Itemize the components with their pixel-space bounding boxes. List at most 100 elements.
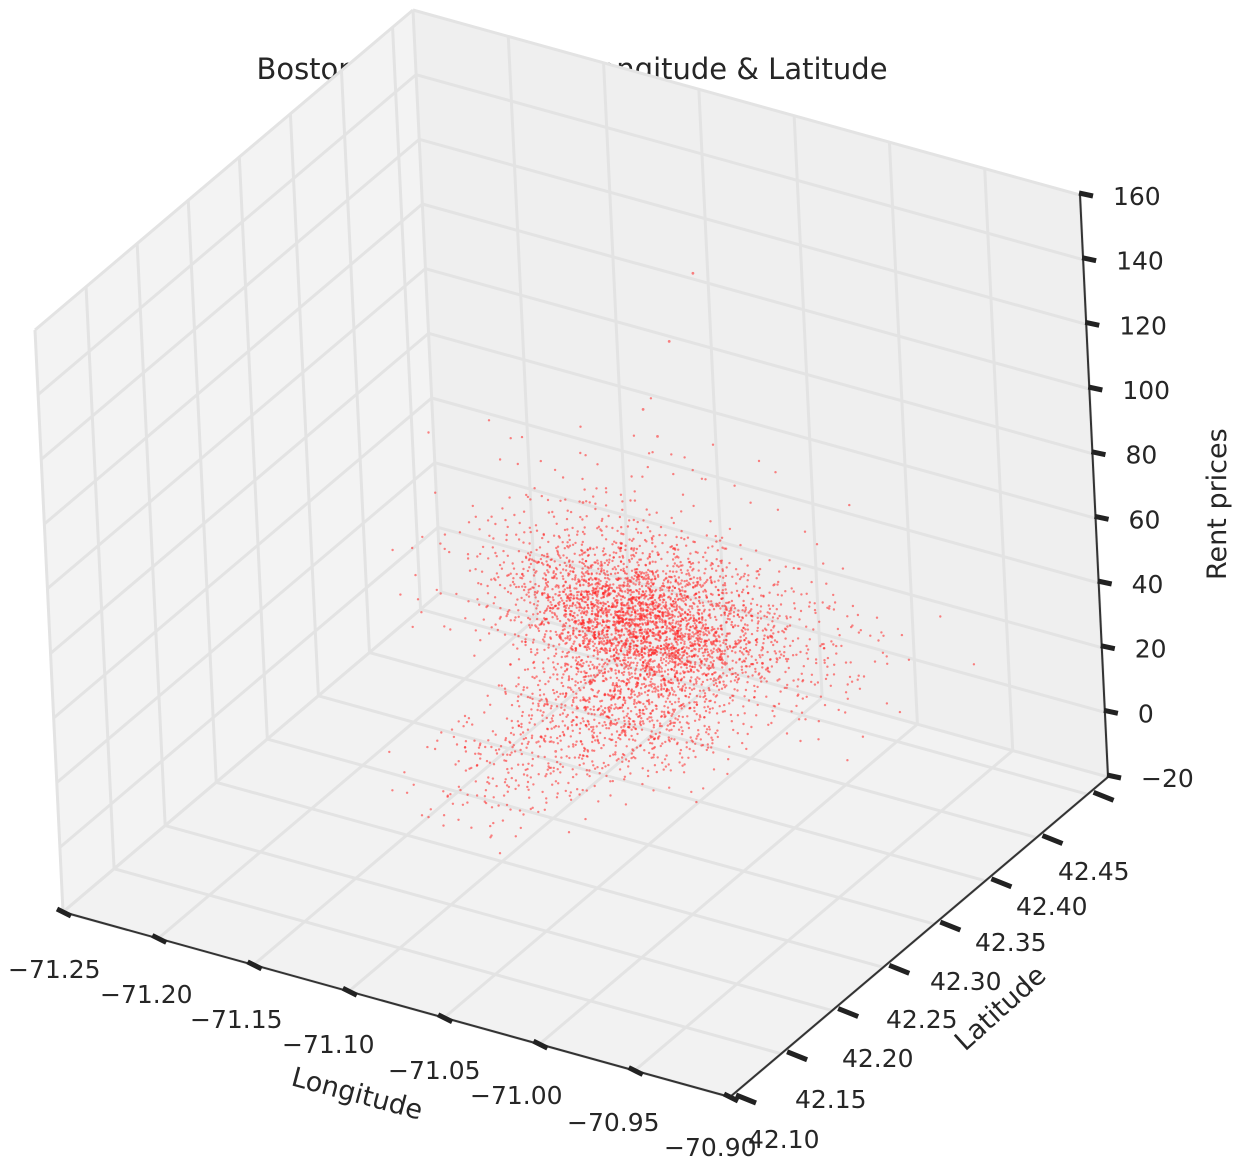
scatter-point (545, 629, 548, 633)
scatter-point (695, 701, 698, 704)
scatter-point (547, 511, 551, 514)
scatter-point (659, 648, 663, 651)
scatter-point (646, 557, 649, 560)
scatter-point (674, 655, 678, 658)
scatter-point (745, 747, 748, 751)
scatter-point (635, 681, 639, 684)
scatter-point (540, 698, 543, 701)
scatter-point (678, 635, 682, 638)
scatter-point (560, 706, 563, 709)
scatter-point (672, 710, 676, 713)
scatter-point (593, 635, 596, 639)
scatter-point (788, 624, 792, 627)
scatter-point (566, 727, 569, 731)
scatter-point (669, 581, 672, 584)
scatter-point (756, 612, 760, 615)
scatter-point (495, 784, 498, 788)
scatter-point (654, 588, 658, 592)
scatter-point (670, 737, 673, 740)
scatter-point (553, 692, 556, 695)
scatter-point (576, 597, 579, 600)
scatter-point (476, 763, 479, 767)
scatter-point (718, 675, 721, 679)
z-tick (1106, 772, 1122, 781)
x-tick (532, 1038, 549, 1051)
scatter-point (652, 583, 655, 586)
scatter-point (547, 605, 550, 608)
scatter-point (602, 601, 605, 604)
scatter-point (805, 592, 808, 595)
scatter-point (776, 617, 779, 620)
scatter-point (658, 596, 661, 599)
scatter-point (504, 737, 508, 740)
scatter-point (655, 688, 658, 691)
scatter-point (527, 762, 530, 765)
scatter-point (832, 643, 835, 646)
scatter-point (545, 609, 548, 612)
scatter-point (576, 662, 579, 665)
scatter-point (623, 775, 627, 778)
scatter-point (704, 551, 707, 554)
scatter-point (573, 587, 576, 590)
scatter-point (643, 618, 646, 621)
scatter-point (619, 560, 623, 563)
grid-line-z-back (431, 396, 1100, 585)
scatter-point (623, 572, 627, 575)
scatter-point (693, 663, 697, 666)
scatter-point (805, 652, 808, 655)
scatter-point (626, 609, 629, 612)
scatter-point (681, 654, 684, 658)
scatter-point (588, 629, 591, 633)
scatter-point (588, 680, 592, 683)
scatter-point (685, 595, 689, 598)
scatter-point (391, 789, 394, 792)
scatter-point (641, 607, 644, 610)
scatter-point (688, 701, 691, 704)
scatter-point (529, 530, 532, 534)
scatter-point (650, 677, 653, 681)
scatter-point (589, 708, 592, 711)
scatter-point (783, 645, 786, 648)
scatter-point (722, 672, 725, 675)
scatter-point (664, 630, 667, 633)
scatter-point (714, 671, 717, 674)
scatter-point (682, 670, 685, 673)
scatter-point (654, 690, 657, 693)
scatter-point (582, 675, 585, 679)
scatter-point (658, 615, 661, 618)
scatter-point (512, 643, 515, 646)
scatter-point (627, 765, 630, 768)
scatter-point (640, 653, 644, 657)
scatter-point (598, 721, 601, 725)
scatter-point (689, 680, 692, 683)
scatter-point (591, 689, 594, 692)
scatter-point (660, 607, 663, 610)
scatter-point (710, 567, 714, 570)
scatter-point (592, 547, 595, 551)
scatter-point (697, 591, 701, 594)
scatter-point (613, 621, 616, 624)
scatter-point (626, 582, 629, 586)
scatter-point (520, 577, 524, 580)
scatter-point (577, 756, 581, 759)
scatter-point (572, 719, 575, 722)
scatter-point (648, 603, 651, 606)
scatter-point (605, 615, 609, 618)
scatter-point (485, 759, 489, 763)
scatter-point (697, 561, 700, 564)
scatter-point (563, 528, 567, 532)
scatter-point (583, 698, 586, 702)
scatter-point (640, 683, 644, 686)
scatter-point (737, 609, 740, 612)
x-tick-label: −71.15 (190, 1005, 283, 1034)
scatter-point (571, 698, 575, 702)
scatter-point (592, 591, 595, 594)
scatter-point (763, 677, 766, 680)
scatter-point (653, 652, 656, 655)
scatter-point (604, 602, 607, 606)
scatter-point (743, 639, 746, 642)
scatter-point (610, 669, 613, 672)
scatter-point (580, 616, 584, 619)
scatter-point (648, 665, 651, 669)
